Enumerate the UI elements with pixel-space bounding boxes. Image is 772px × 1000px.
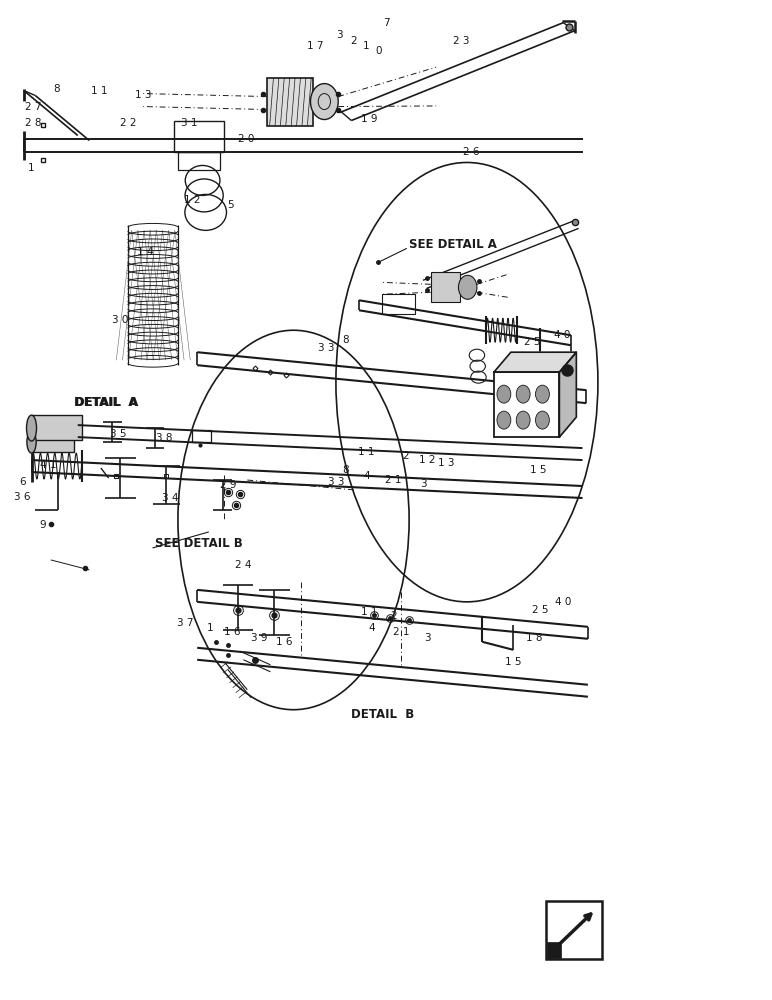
- Text: 1 5: 1 5: [505, 657, 521, 667]
- Text: 3: 3: [425, 633, 431, 643]
- Circle shape: [497, 385, 511, 403]
- Text: 1 4: 1 4: [137, 247, 154, 257]
- Text: 4 0: 4 0: [555, 597, 571, 607]
- Text: 1 2: 1 2: [419, 455, 436, 465]
- Bar: [494, 372, 560, 437]
- Text: KIT: KIT: [502, 403, 521, 413]
- Text: 2 3: 2 3: [453, 36, 470, 46]
- Text: 1: 1: [207, 623, 214, 633]
- Text: 2 0: 2 0: [238, 134, 254, 144]
- Text: 1 1: 1 1: [358, 447, 375, 457]
- Bar: [191, 430, 211, 442]
- Text: 2 5: 2 5: [524, 337, 540, 347]
- Text: 7: 7: [383, 18, 389, 28]
- Text: 6: 6: [19, 477, 25, 487]
- Text: 3: 3: [420, 479, 426, 489]
- Circle shape: [516, 385, 530, 403]
- Text: 8: 8: [343, 335, 349, 345]
- Text: 1 8: 1 8: [515, 365, 531, 375]
- Ellipse shape: [27, 431, 36, 453]
- Text: 2 9: 2 9: [220, 480, 236, 490]
- Text: 2 1: 2 1: [393, 627, 410, 637]
- Text: 2: 2: [391, 611, 397, 621]
- Text: 1 9: 1 9: [361, 114, 378, 124]
- Bar: [178, 152, 220, 170]
- Text: 4: 4: [369, 623, 375, 633]
- Text: 2 7: 2 7: [25, 102, 42, 112]
- Circle shape: [310, 84, 338, 120]
- Text: 3 9: 3 9: [251, 633, 267, 643]
- Circle shape: [536, 411, 550, 429]
- Text: 5: 5: [227, 200, 234, 210]
- Text: 4 0: 4 0: [554, 400, 570, 410]
- Text: 2 8: 2 8: [25, 118, 42, 128]
- Text: 1 6: 1 6: [276, 637, 293, 647]
- Text: SEE DETAIL B: SEE DETAIL B: [155, 537, 242, 550]
- Circle shape: [497, 411, 511, 429]
- Text: 3 8: 3 8: [156, 433, 172, 443]
- Bar: [382, 294, 415, 314]
- Text: DETAIL  A: DETAIL A: [76, 396, 139, 409]
- Text: 1 8: 1 8: [526, 633, 542, 643]
- Text: 3 4: 3 4: [162, 493, 178, 503]
- Text: KIT: KIT: [532, 403, 551, 413]
- Text: 1 1: 1 1: [91, 86, 107, 96]
- Text: 4 0: 4 0: [554, 330, 570, 340]
- Text: 3 3: 3 3: [317, 343, 334, 353]
- Text: 2 1: 2 1: [385, 475, 402, 485]
- Bar: [32, 432, 74, 452]
- Circle shape: [536, 385, 550, 403]
- Text: 3: 3: [337, 30, 343, 40]
- Text: 1 3: 1 3: [438, 458, 455, 468]
- Text: 9: 9: [40, 520, 46, 530]
- Bar: [547, 901, 601, 959]
- Ellipse shape: [26, 415, 36, 441]
- Text: 8: 8: [52, 84, 59, 94]
- Text: 4 1: 4 1: [40, 460, 56, 470]
- Text: 2: 2: [403, 451, 409, 461]
- Text: 1: 1: [363, 41, 369, 51]
- Text: 2 6: 2 6: [462, 147, 479, 157]
- Text: 3 6: 3 6: [14, 492, 31, 502]
- Text: 3 5: 3 5: [110, 429, 126, 439]
- Text: 3 0: 3 0: [112, 315, 128, 325]
- Text: 4: 4: [364, 471, 370, 481]
- Text: SEE DETAIL A: SEE DETAIL A: [409, 238, 497, 251]
- Text: 2: 2: [350, 36, 357, 46]
- Circle shape: [459, 275, 477, 299]
- Text: 3 1: 3 1: [181, 118, 198, 128]
- Text: 2 4: 2 4: [235, 560, 252, 570]
- Text: 1 3: 1 3: [135, 90, 151, 100]
- Text: 0: 0: [375, 46, 381, 56]
- Text: DETAIL  A: DETAIL A: [74, 396, 137, 409]
- Polygon shape: [560, 352, 577, 437]
- Bar: [431, 272, 460, 302]
- Text: 1 6: 1 6: [224, 627, 240, 637]
- Text: 1 7: 1 7: [306, 41, 323, 51]
- Text: 2 5: 2 5: [532, 605, 548, 615]
- Text: 2 2: 2 2: [120, 118, 136, 128]
- Text: 3 3: 3 3: [327, 477, 344, 487]
- Circle shape: [516, 411, 530, 429]
- Bar: [32, 415, 82, 440]
- Bar: [174, 121, 224, 152]
- Text: DETAIL  B: DETAIL B: [351, 708, 415, 721]
- Polygon shape: [494, 352, 577, 372]
- Text: 1: 1: [29, 163, 35, 173]
- Text: 3 7: 3 7: [178, 618, 194, 628]
- Bar: [547, 942, 561, 958]
- Text: 1 2: 1 2: [184, 195, 200, 205]
- Text: 8: 8: [343, 465, 349, 475]
- Bar: [266, 78, 313, 126]
- Text: 1 5: 1 5: [530, 465, 547, 475]
- Text: 1 1: 1 1: [361, 607, 378, 617]
